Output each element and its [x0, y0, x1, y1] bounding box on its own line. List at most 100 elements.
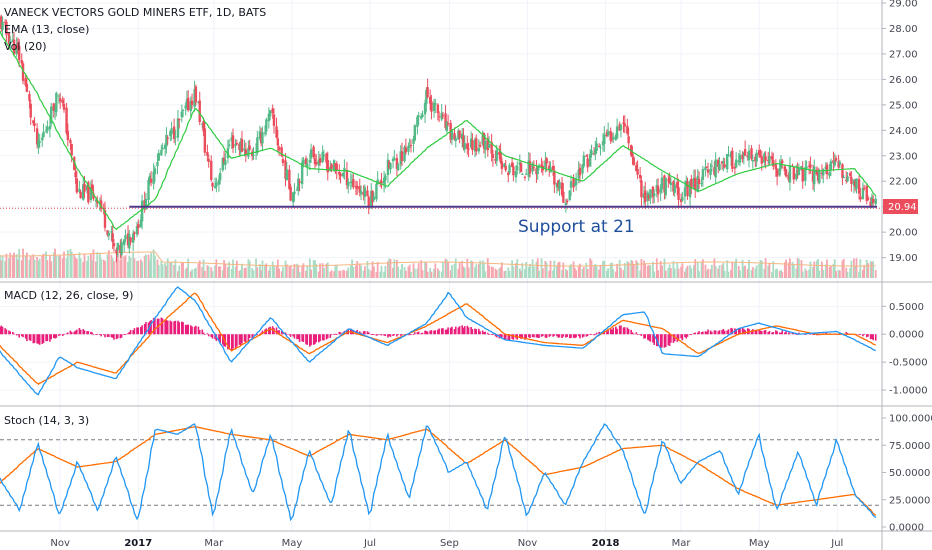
volume-bar — [289, 265, 292, 278]
candle-body — [312, 146, 315, 157]
macd-histogram-bar — [256, 334, 259, 336]
candle-body — [124, 235, 127, 240]
macd-histogram-bar — [743, 328, 745, 335]
macd-histogram-bar — [334, 333, 337, 335]
candle-body — [595, 143, 598, 151]
macd-histogram-bar — [707, 329, 709, 335]
candle-body — [701, 169, 705, 180]
stoch-legend[interactable]: Stoch (14, 3, 3) — [4, 414, 89, 427]
volume-bar — [349, 265, 352, 278]
macd-histogram-bar — [521, 334, 524, 339]
macd-histogram-bar — [195, 325, 197, 335]
macd-histogram-bar — [227, 334, 229, 350]
candle-body — [722, 161, 725, 164]
volume-bar — [521, 263, 524, 278]
candle-body — [52, 103, 55, 111]
macd-histogram-bar — [581, 334, 584, 338]
volume-bar — [312, 260, 315, 278]
macd-histogram-bar — [67, 332, 69, 335]
volume-bar — [646, 265, 649, 278]
candle-body — [133, 232, 136, 234]
macd-signal-line — [0, 292, 876, 385]
volume-bar — [194, 267, 197, 278]
volume-bar — [343, 270, 346, 278]
candle-body — [178, 118, 181, 121]
macd-histogram-bar — [412, 334, 415, 336]
macd-histogram-bar — [503, 334, 506, 340]
candle-body — [149, 178, 153, 183]
macd-histogram-bar — [234, 334, 237, 350]
volume-bar — [518, 268, 521, 278]
macd-legend[interactable]: MACD (12, 26, close, 9) — [4, 289, 133, 302]
last-price-tag — [883, 199, 918, 214]
macd-histogram-bar — [116, 334, 119, 339]
candle-body — [174, 136, 177, 138]
volume-bar — [602, 260, 604, 278]
candle-body — [560, 182, 564, 195]
chart-title[interactable]: VANECK VECTORS GOLD MINERS ETF, 1D, BATS — [4, 6, 266, 19]
volume-bar — [5, 253, 8, 278]
candle-body — [243, 148, 246, 151]
volume-bar — [136, 260, 138, 278]
candle-body — [487, 144, 491, 148]
candle-body — [573, 183, 577, 186]
candle-body — [486, 138, 489, 151]
candle-body — [514, 171, 518, 178]
macd-histogram-bar — [812, 334, 814, 336]
candle-body — [73, 157, 76, 170]
macd-histogram-bar — [590, 334, 593, 336]
candle-body — [729, 152, 733, 158]
macd-histogram-bar — [161, 318, 164, 335]
macd-histogram-bar — [437, 329, 439, 335]
volume-bar — [721, 264, 723, 278]
macd-histogram-bar — [54, 334, 56, 339]
candle-body — [291, 192, 295, 203]
candle-body — [25, 83, 29, 92]
candle-body — [504, 165, 507, 171]
stoch-k-line — [0, 423, 877, 522]
candle-body — [338, 171, 341, 175]
candle-body — [754, 157, 757, 162]
macd-histogram-bar — [632, 333, 635, 335]
macd-histogram-bar — [726, 330, 729, 335]
candle-body — [298, 181, 301, 183]
volume-legend[interactable]: Vol (20) — [4, 40, 47, 53]
macd-histogram-bar — [533, 334, 535, 338]
macd-histogram-bar — [339, 332, 342, 335]
macd-histogram-bar — [490, 334, 493, 335]
volume-bar — [315, 264, 318, 278]
candle-body — [471, 140, 474, 150]
macd-histogram-bar — [70, 331, 73, 335]
volume-bar — [102, 259, 105, 278]
candle-body — [396, 164, 400, 171]
candle-body — [366, 190, 369, 197]
support-annotation[interactable]: Support at 21 — [518, 217, 635, 237]
candle-body — [404, 147, 408, 153]
macd-histogram-bar — [379, 334, 382, 336]
stoch-tick-label: 75.0000 — [889, 441, 930, 452]
volume-bar — [333, 271, 336, 278]
macd-histogram-bar — [730, 327, 732, 335]
volume-bar — [630, 260, 633, 278]
candle-body — [664, 177, 667, 196]
candle-body — [131, 233, 135, 243]
macd-histogram-bar — [858, 334, 860, 336]
volume-bar — [599, 264, 602, 278]
candle-body — [300, 162, 304, 185]
candle-body — [599, 147, 602, 149]
candle-body — [275, 126, 278, 138]
volume-bar — [595, 265, 598, 278]
candle-body — [774, 164, 778, 170]
volume-bar — [370, 270, 373, 278]
volume-bar — [160, 260, 163, 278]
macd-histogram-bar — [438, 328, 440, 335]
macd-histogram-bar — [681, 334, 684, 341]
volume-bar — [218, 266, 220, 278]
ema-legend[interactable]: EMA (13, close) — [4, 23, 89, 36]
candle-body — [428, 96, 432, 104]
price-candles — [0, 14, 877, 263]
candle-body — [838, 161, 842, 165]
candle-body — [874, 198, 877, 205]
volume-bar — [288, 265, 291, 278]
volume-bar — [282, 267, 284, 278]
